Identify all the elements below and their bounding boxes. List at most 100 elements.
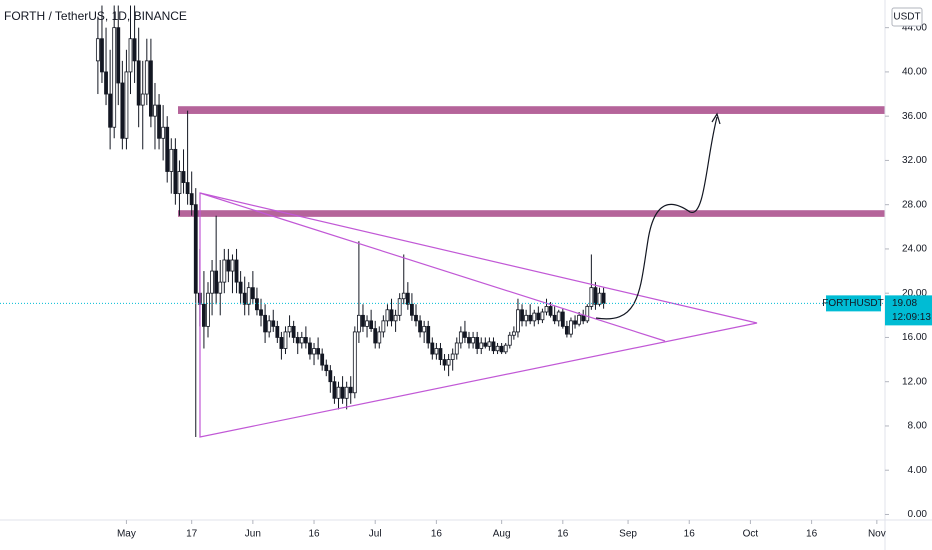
candle-body: [295, 337, 300, 344]
candle-body: [560, 311, 565, 327]
candle-body: [255, 298, 259, 311]
candle-body: [442, 359, 447, 366]
candle-body: [242, 292, 247, 305]
chart-title: FORTH / TetherUS, 1D, BINANCE: [4, 9, 187, 23]
candle-body: [332, 381, 337, 399]
candle-body: [177, 171, 182, 195]
x-tick-label: Sep: [619, 529, 637, 540]
candle-body: [516, 309, 520, 333]
candle-body: [573, 320, 577, 325]
candle-body: [495, 345, 500, 352]
candle-body: [389, 309, 394, 322]
candle-body: [128, 38, 133, 73]
candle-body: [397, 298, 402, 316]
candle-body: [308, 342, 312, 355]
candle-body: [564, 325, 569, 335]
zones: [178, 106, 885, 217]
price-zone: [178, 210, 885, 217]
candle-body: [426, 325, 431, 344]
y-tick-label: 36.00: [902, 111, 927, 122]
triangle: [199, 192, 758, 438]
price-zone: [178, 106, 885, 114]
candle-body: [144, 60, 149, 95]
candle-body: [577, 314, 582, 325]
candle-body: [218, 281, 223, 294]
candle-body: [356, 314, 361, 333]
candle-body: [132, 38, 137, 62]
x-tick-label: Nov: [868, 529, 886, 540]
y-tick-label: 0.00: [908, 509, 928, 520]
x-tick-label: Oct: [743, 529, 759, 540]
candle-body: [381, 320, 386, 333]
candle-body: [446, 359, 451, 366]
candle-body: [120, 82, 125, 139]
x-tick-label: Jun: [245, 529, 261, 540]
candle-body: [544, 306, 549, 313]
x-tick-label: 16: [557, 529, 569, 540]
arrow-head: [711, 112, 721, 125]
candle-body: [303, 337, 308, 344]
candle-body: [136, 60, 141, 106]
candle-body: [597, 292, 602, 305]
candle-body: [259, 309, 263, 316]
candle-body: [463, 331, 467, 338]
candle-body: [536, 312, 541, 321]
candle-body: [275, 325, 280, 338]
candle-body: [181, 171, 186, 183]
candle-body: [361, 314, 365, 327]
candle-body: [340, 386, 345, 399]
candle-body: [157, 104, 161, 139]
candle-body: [393, 314, 398, 322]
candle-body: [140, 93, 145, 106]
candle-body: [234, 259, 239, 283]
y-tick-label: 8.00: [908, 421, 928, 432]
candle-body: [458, 331, 463, 344]
candle-body: [153, 104, 157, 117]
candle-body: [328, 370, 333, 383]
candle-body: [108, 93, 113, 128]
x-tick-label: 17: [186, 529, 198, 540]
candle-body: [352, 331, 357, 394]
x-tick-label: 16: [431, 529, 443, 540]
candle-body: [532, 312, 537, 322]
currency-box[interactable]: [891, 7, 923, 27]
trend-line: [199, 192, 666, 342]
candle-body: [100, 38, 104, 73]
candle-body: [173, 148, 178, 195]
candle-body: [287, 325, 292, 333]
candle-body: [520, 309, 524, 322]
y-tick-label: 20.00: [902, 288, 927, 299]
candle-body: [279, 337, 284, 349]
symbol-box: [826, 295, 881, 312]
y-tick-label: 28.00: [902, 199, 927, 210]
candle-body: [169, 148, 174, 172]
candle-body: [116, 27, 121, 84]
candle-body: [589, 287, 594, 307]
candle-body: [487, 341, 492, 347]
candle-body: [312, 348, 316, 355]
candle-body: [112, 27, 117, 128]
candle-body: [414, 314, 418, 322]
candle-body: [206, 292, 210, 327]
candle-body: [104, 71, 108, 95]
candle-body: [267, 320, 272, 333]
candle-body: [189, 193, 194, 206]
candle-body: [373, 328, 378, 344]
x-tick-label: 16: [806, 529, 818, 540]
candle-body: [377, 331, 382, 344]
candle-body: [507, 334, 512, 346]
candle-body: [344, 386, 349, 399]
candle-body: [524, 314, 529, 322]
candle-body: [454, 342, 459, 355]
candle-body: [214, 270, 219, 294]
candle-body: [581, 314, 586, 322]
candle-body: [467, 337, 471, 344]
candle-body: [438, 348, 443, 360]
x-tick-label: Aug: [493, 529, 511, 540]
candle-body: [291, 325, 296, 338]
candle-body: [471, 337, 475, 344]
candle-body: [324, 364, 329, 372]
y-tick-label: 40.00: [902, 67, 927, 78]
candle-body: [230, 259, 235, 272]
